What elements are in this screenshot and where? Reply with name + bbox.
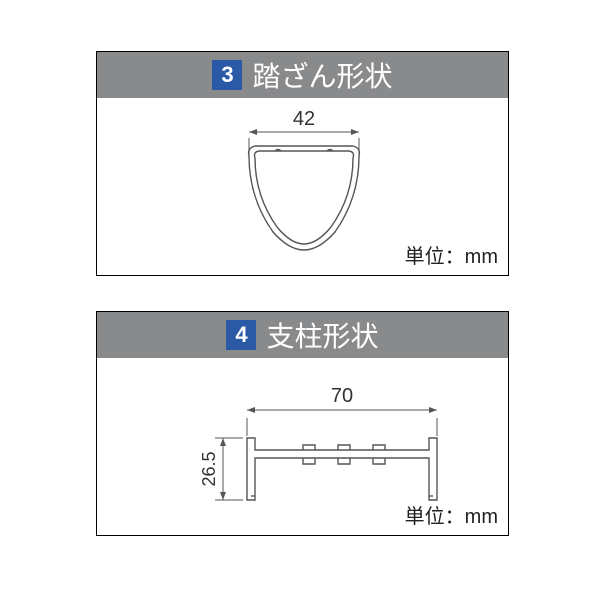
unit-label: 単位：mm [405, 240, 498, 269]
unit-label: 単位：mm [405, 500, 498, 529]
panel-number-badge: 3 [212, 60, 242, 90]
dim-value-70: 70 [331, 385, 353, 407]
dim-value-42: 42 [293, 108, 315, 130]
panel-rung-shape: 3 踏ざん形状 42 [96, 51, 509, 276]
panel-header: 4 支柱形状 [97, 312, 508, 358]
panel-stile-shape: 4 支柱形状 70 26.5 [96, 311, 509, 536]
dim-value-26-5: 26.5 [199, 451, 219, 486]
panel-number-badge: 4 [226, 320, 256, 350]
panel-header: 3 踏ざん形状 [97, 52, 508, 98]
panel-title: 踏ざん形状 [252, 55, 392, 95]
panel-title: 支柱形状 [266, 315, 378, 355]
